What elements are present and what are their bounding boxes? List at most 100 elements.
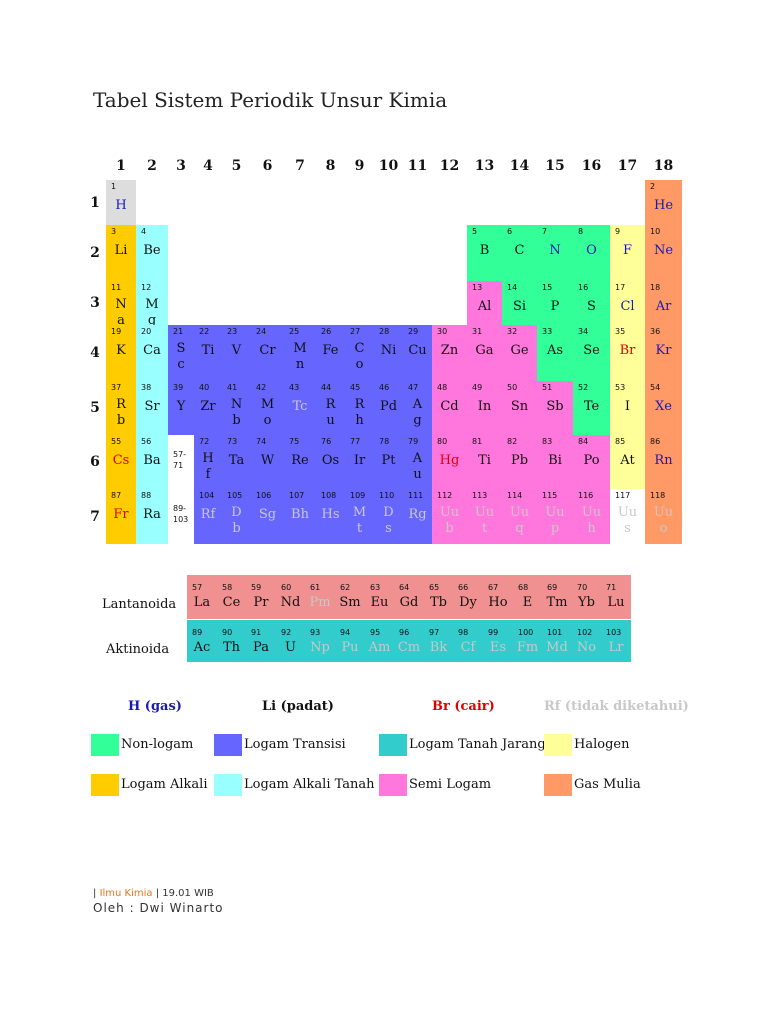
element-symbol: Al: [477, 299, 492, 314]
legend-swatch: [214, 774, 242, 796]
atomic-number: 76: [321, 437, 332, 446]
element-cell: 18 Ar: [645, 281, 682, 325]
actinoid-cell: 92 U: [276, 620, 305, 662]
element-cell: 38 Sr: [136, 381, 168, 435]
atomic-number: 28: [379, 327, 390, 336]
element-cell: 87 Fr: [106, 489, 136, 544]
element-cell: 22 Ti: [194, 325, 222, 381]
element-symbol: Sn: [510, 399, 529, 414]
element-symbol: Hs: [321, 507, 340, 522]
element-symbol: K: [116, 343, 126, 358]
element-cell: 74 W: [251, 435, 284, 489]
element-symbol: Ra: [143, 507, 161, 522]
atomic-number: 53: [615, 383, 626, 392]
lanthanoid-cell: 71 Lu: [601, 575, 631, 619]
group-number: 4: [203, 158, 213, 174]
atomic-number: 104: [199, 491, 215, 500]
period-number: 1: [90, 194, 100, 211]
element-cell: 76 Os: [316, 435, 345, 489]
legend-label: Gas Mulia: [574, 777, 641, 792]
element-symbol: Am: [368, 640, 391, 655]
atomic-number: 11: [111, 283, 122, 292]
atomic-number: 118: [650, 491, 666, 500]
element-cell: 57- 71: [168, 435, 194, 489]
element-cell: 49 In: [467, 381, 502, 435]
atomic-number: 16: [578, 283, 589, 292]
atomic-number: 48: [437, 383, 448, 392]
group-number: 14: [509, 158, 530, 174]
element-cell: 39 Y: [168, 381, 194, 435]
element-symbol: Pr: [253, 595, 269, 610]
element-symbol: Fr: [113, 507, 129, 522]
element-symbol: Es: [489, 640, 507, 655]
actinoid-cell: 95 Am: [365, 620, 394, 662]
element-symbol: Fm: [516, 640, 539, 655]
element-cell: 77 Ir: [345, 435, 374, 489]
category-link[interactable]: Ilmu Kimia: [99, 888, 153, 899]
element-symbol: I: [624, 399, 631, 414]
actinoid-cell: 91 Pa: [246, 620, 276, 662]
element-symbol: Ho: [488, 595, 508, 610]
atomic-number: 89- 103: [173, 504, 189, 524]
state-unknown-label: Rf (tidak diketahui): [544, 699, 689, 714]
group-number: 13: [474, 158, 495, 174]
atomic-number: 72: [199, 437, 210, 446]
element-symbol: La: [193, 595, 211, 610]
element-symbol: N: [549, 243, 561, 258]
atomic-number: 71: [606, 583, 617, 592]
atomic-number: 56: [141, 437, 152, 446]
element-cell: 32 Ge: [502, 325, 537, 381]
atomic-number: 105: [227, 491, 243, 500]
atomic-number: 64: [399, 583, 410, 592]
element-symbol: Ti: [201, 343, 215, 358]
period-number: 5: [90, 400, 100, 416]
actinoid-cell: 96 Cm: [394, 620, 424, 662]
atomic-number: 35: [615, 327, 626, 336]
atomic-number: 24: [256, 327, 267, 336]
legend-swatch: [379, 734, 407, 756]
element-cell: 75 Re: [284, 435, 316, 489]
element-cell: 104 Rf: [194, 489, 222, 544]
element-symbol: Pt: [381, 453, 396, 468]
atomic-number: 101: [547, 628, 563, 637]
atomic-number: 94: [340, 628, 351, 637]
element-symbol: Br: [619, 343, 636, 358]
lanthanoid-label: Lantanoida: [102, 597, 177, 612]
atomic-number: 37: [111, 383, 122, 392]
element-symbol: In: [477, 399, 492, 414]
element-cell: 115 Uu p: [537, 489, 573, 544]
element-cell: 40 Zr: [194, 381, 222, 435]
atomic-number: 17: [615, 283, 626, 292]
lanthanoid-cell: 65 Tb: [424, 575, 453, 619]
element-symbol: Lu: [607, 595, 625, 610]
footer-author: Oleh : Dwi Winarto: [93, 901, 224, 915]
element-symbol: Te: [583, 399, 600, 414]
atomic-number: 38: [141, 383, 152, 392]
atomic-number: 110: [379, 491, 395, 500]
element-symbol: Uu h: [581, 505, 602, 536]
legend-label: Semi Logam: [409, 777, 492, 792]
atomic-number: 70: [577, 583, 588, 592]
element-cell: 36 Kr: [645, 325, 682, 381]
lanthanoid-cell: 68 E: [513, 575, 542, 619]
element-cell: 107 Bh: [284, 489, 316, 544]
element-symbol: Sr: [144, 399, 160, 414]
element-symbol: Uu p: [545, 505, 565, 536]
element-symbol: Ce: [222, 595, 241, 610]
element-symbol: Tb: [430, 595, 447, 610]
atomic-number: 96: [399, 628, 410, 637]
element-symbol: Ba: [143, 453, 161, 468]
element-cell: 113 Uu t: [467, 489, 502, 544]
lanthanoid-cell: 64 Gd: [394, 575, 424, 619]
element-cell: 50 Sn: [502, 381, 537, 435]
atomic-number: 92: [281, 628, 292, 637]
